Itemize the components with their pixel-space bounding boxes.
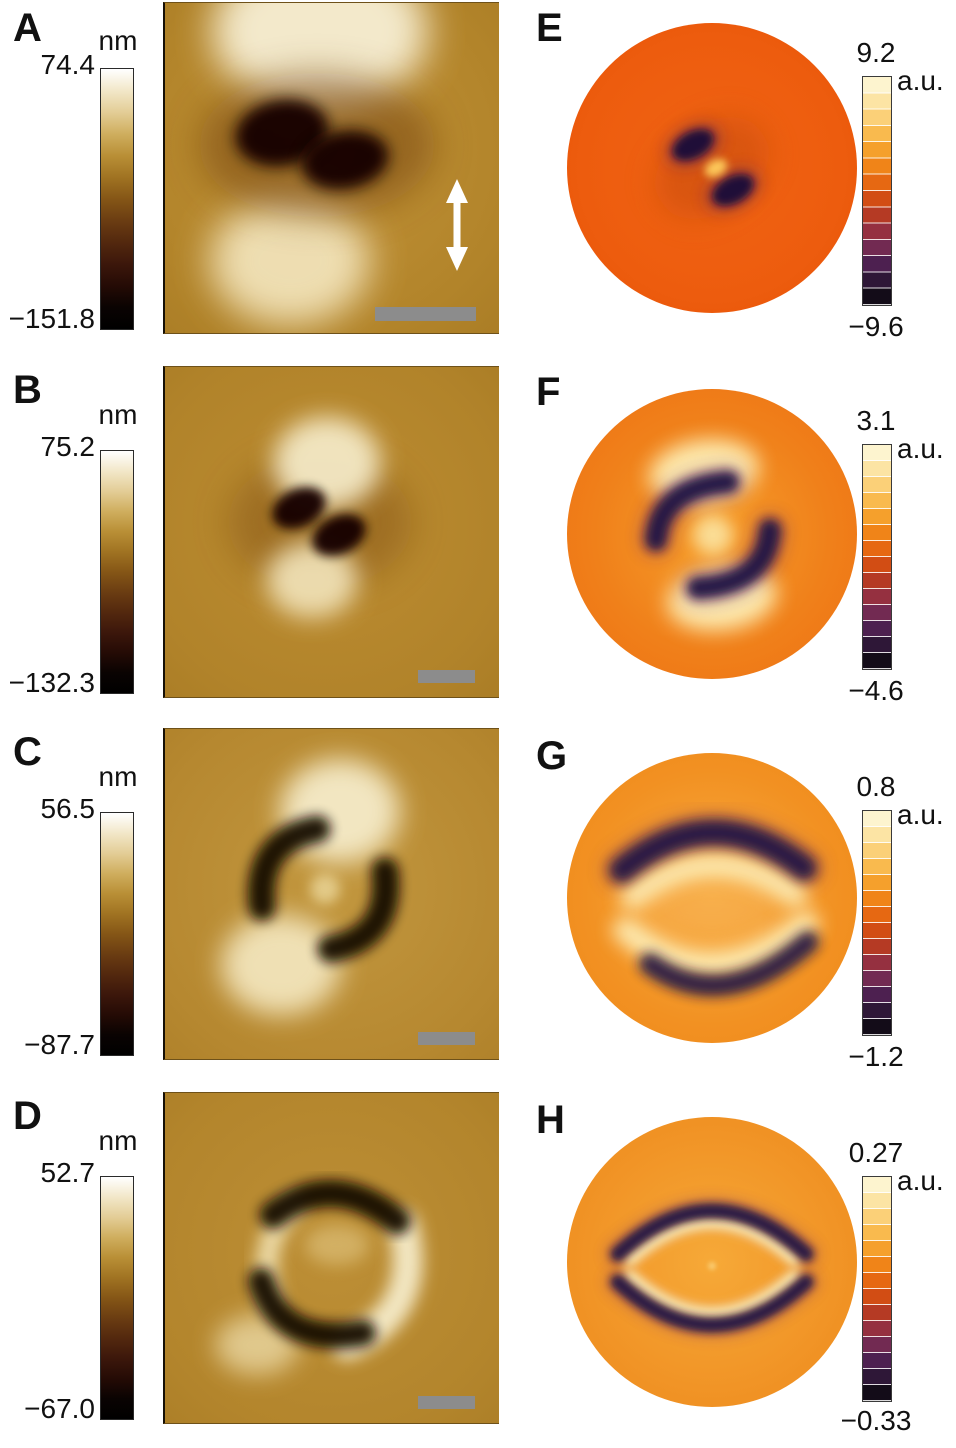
afm-colorbar: [100, 1176, 134, 1420]
afm-max-label: 74.4: [40, 49, 96, 80]
sim-min-label: −4.6: [848, 675, 904, 706]
afm-image-a: [163, 2, 499, 334]
sim-colorbar: [862, 76, 892, 306]
scale-bar: [418, 670, 475, 683]
afm-colorbar: [100, 812, 134, 1056]
afm-image-d: [163, 1092, 499, 1424]
sim-unit-label: a.u.: [897, 799, 944, 830]
sim-colorbar: [862, 444, 892, 670]
figure-row-1: A nm 74.4 −151.8: [0, 0, 956, 362]
sim-min-label: −1.2: [848, 1041, 904, 1072]
afm-colorbar: [100, 68, 134, 330]
afm-max-label: 56.5: [40, 793, 96, 824]
sim-disk-e: [566, 22, 858, 314]
panel-letter-e: E: [536, 6, 564, 50]
afm-unit-label: nm: [98, 1125, 138, 1156]
panel-letter-a: A: [13, 6, 43, 50]
sim-disk-f: [566, 388, 858, 680]
afm-image-b: [163, 366, 499, 698]
scale-bar: [418, 1032, 475, 1045]
sim-min-label: −0.33: [840, 1405, 912, 1436]
figure-row-3: C nm 56.5 −87.7: [0, 724, 956, 1086]
afm-min-label: −132.3: [8, 667, 95, 698]
afm-unit-label: nm: [98, 25, 138, 56]
sim-disk-g: [566, 752, 858, 1044]
sim-unit-label: a.u.: [897, 1165, 944, 1196]
sim-max-label: 9.2: [856, 37, 896, 68]
sim-max-label: 0.8: [856, 771, 896, 802]
panel-letter-c: C: [13, 730, 43, 774]
sim-colorbar: [862, 810, 892, 1036]
panel-letter-b: B: [13, 368, 43, 412]
panel-letter-d: D: [13, 1094, 43, 1138]
afm-max-label: 52.7: [40, 1157, 96, 1188]
sim-max-label: 3.1: [856, 405, 896, 436]
afm-min-label: −151.8: [8, 303, 95, 334]
scan-direction-arrow-icon: [446, 179, 468, 271]
afm-max-label: 75.2: [40, 431, 96, 462]
panel-letter-f: F: [536, 370, 561, 414]
sim-unit-label: a.u.: [897, 65, 944, 96]
figure-row-2: B nm 75.2 −132.3: [0, 362, 956, 724]
afm-unit-label: nm: [98, 399, 138, 430]
afm-min-label: −67.0: [24, 1393, 95, 1424]
panel-letter-h: H: [536, 1098, 566, 1142]
sim-disk-h: [566, 1116, 858, 1408]
afm-min-label: −87.7: [24, 1029, 95, 1060]
afm-colorbar: [100, 450, 134, 694]
panel-letter-g: G: [536, 734, 568, 778]
sim-min-label: −9.6: [848, 311, 904, 342]
figure-row-4: D nm 52.7 −67.0: [0, 1086, 956, 1448]
afm-image-c: [163, 728, 499, 1060]
scale-bar: [375, 307, 476, 321]
sim-colorbar: [862, 1176, 892, 1402]
sim-max-label: 0.27: [848, 1137, 904, 1168]
afm-unit-label: nm: [98, 761, 138, 792]
scale-bar: [418, 1396, 475, 1409]
sim-unit-label: a.u.: [897, 433, 944, 464]
